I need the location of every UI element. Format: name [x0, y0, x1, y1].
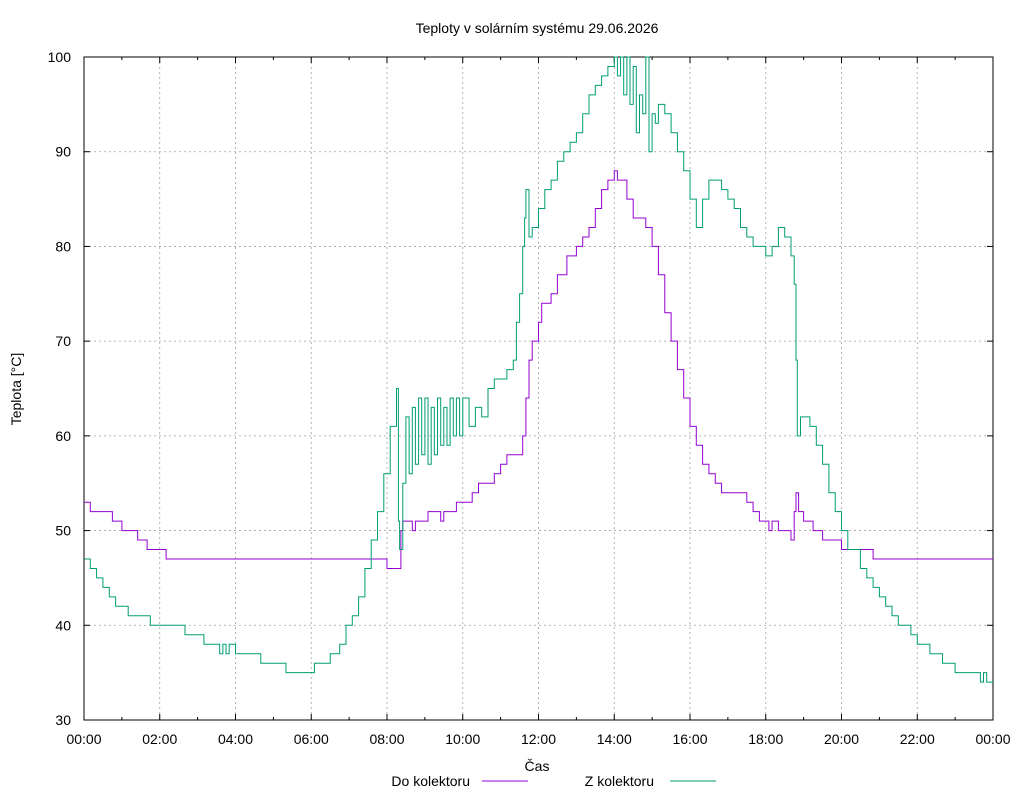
- y-tick-label: 100: [48, 49, 72, 65]
- legend-label-1: Z kolektoru: [585, 773, 654, 789]
- x-tick-label: 00:00: [66, 731, 101, 747]
- x-tick-label: 06:00: [294, 731, 329, 747]
- x-tick-label: 20:00: [824, 731, 859, 747]
- y-tick-label: 60: [55, 428, 71, 444]
- y-tick-label: 90: [55, 144, 71, 160]
- x-tick-label: 16:00: [672, 731, 707, 747]
- x-tick-label: 04:00: [218, 731, 253, 747]
- y-tick-label: 30: [55, 712, 71, 728]
- y-tick-label: 80: [55, 238, 71, 254]
- legend-label-0: Do kolektoru: [391, 773, 470, 789]
- chart-title: Teploty v solárním systému 29.06.2026: [416, 20, 659, 36]
- y-axis-label: Teplota [°C]: [8, 353, 24, 426]
- x-axis-label: Čas: [525, 758, 550, 774]
- y-tick-label: 50: [55, 523, 71, 539]
- grid: [84, 57, 993, 720]
- x-tick-label: 08:00: [369, 731, 404, 747]
- x-tick-label: 10:00: [445, 731, 480, 747]
- legend: Do kolektoru Z kolektoru: [391, 773, 716, 789]
- axis-ticks: 00:00 02:00 04:00 06:00 08:00 10:00 12:00 14:00…: [48, 49, 1011, 747]
- x-tick-label: 00:00: [975, 731, 1010, 747]
- series-line-1: [84, 56, 993, 683]
- x-tick-label: 22:00: [900, 731, 935, 747]
- y-tick-label: 70: [55, 333, 71, 349]
- series-layer: [84, 56, 993, 683]
- y-tick-label: 40: [55, 617, 71, 633]
- x-tick-label: 14:00: [597, 731, 632, 747]
- x-tick-label: 02:00: [142, 731, 177, 747]
- x-tick-label: 12:00: [521, 731, 556, 747]
- x-tick-label: 18:00: [748, 731, 783, 747]
